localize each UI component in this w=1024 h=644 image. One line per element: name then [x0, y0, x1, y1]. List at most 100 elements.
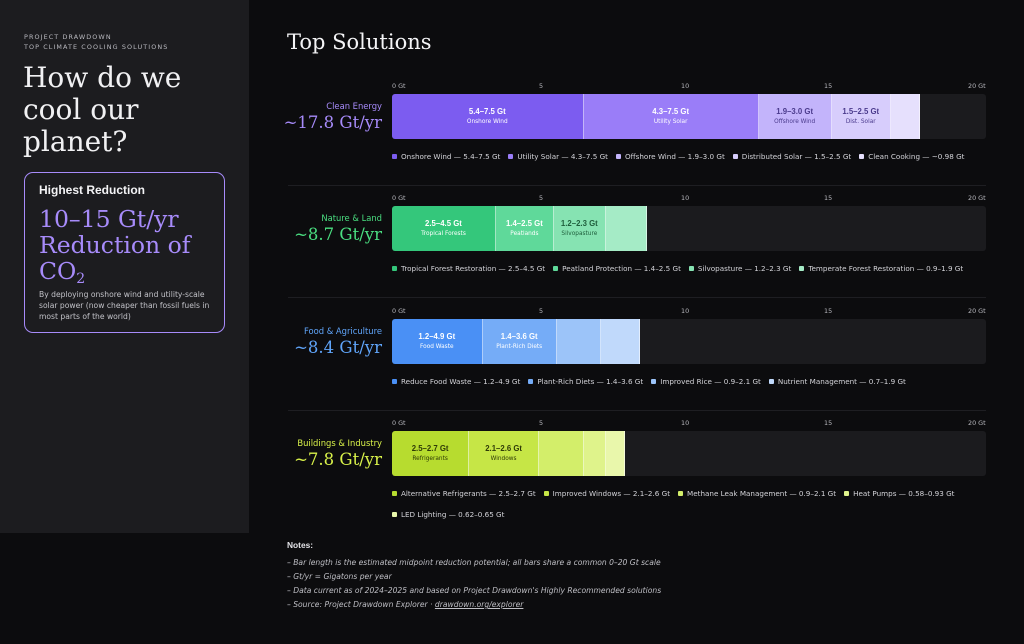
segment-range-label: 4.3–7.5 Gt — [652, 107, 690, 116]
tick-label: 0 Gt — [392, 307, 406, 315]
legend-item: Tropical Forest Restoration — 2.5–4.5 Gt — [392, 261, 545, 277]
tick-label: 0 Gt — [392, 419, 406, 427]
notes: Notes: – Bar length is the estimated mid… — [287, 540, 927, 612]
bar-segment[interactable]: 1.4–2.5 Gt Peatlands — [495, 206, 554, 251]
legend-label: Temperate Forest Restoration — 0.9–1.9 G… — [808, 264, 964, 273]
bar-segment[interactable]: 1.5–2.5 Gt Dist. Solar — [831, 94, 891, 139]
source-link[interactable]: drawdown.org/explorer — [434, 600, 524, 609]
card-highlight-line-2: Reduction of — [39, 231, 191, 259]
card-heading: Highest Reduction — [39, 183, 146, 197]
legend-item: Nutrient Management — 0.7–1.9 Gt — [768, 374, 906, 390]
legend-swatch — [392, 378, 397, 384]
legend: Reduce Food Waste — 1.2–4.9 Gt Plant-Rich… — [392, 369, 992, 390]
bar-segment[interactable]: 1.2–2.3 Gt Silvopasture — [553, 206, 606, 251]
legend-item: Temperate Forest Restoration — 0.9–1.9 G… — [799, 261, 963, 277]
category-total: ~7.8 Gt/yr — [294, 450, 382, 469]
legend-item: Reduce Food Waste — 1.2–4.9 Gt — [392, 374, 520, 390]
legend-label: Onshore Wind — 5.4–7.5 Gt — [401, 152, 501, 161]
category-section: Buildings & Industry ~7.8 Gt/yr 0 Gt 5 10 15 2… — [0, 419, 1024, 529]
segment-range-label: 5.4–7.5 Gt — [468, 107, 506, 116]
legend-item: Plant-Rich Diets — 1.4–3.6 Gt — [528, 374, 643, 390]
sidebar: PROJECT DRAWDOWN TOP CLIMATE COOLING SOL… — [0, 0, 249, 533]
legend-label: LED Lighting — 0.62–0.65 Gt — [401, 510, 505, 519]
bar-segment[interactable] — [890, 94, 921, 139]
legend-item: Alternative Refrigerants — 2.5–2.7 Gt — [392, 486, 536, 502]
legend-swatch — [678, 490, 684, 496]
bar-segment[interactable]: 4.3–7.5 Gt Utility Solar — [583, 94, 759, 139]
segment-name-label: Silvopasture — [561, 231, 598, 237]
category-name: Nature & Land — [321, 213, 382, 223]
bar-segment[interactable] — [601, 319, 640, 364]
segment-range-label: 2.5–2.7 Gt — [411, 444, 449, 453]
tick-label: 15 — [824, 82, 833, 90]
bar-segment[interactable] — [539, 431, 584, 476]
bar-segment[interactable] — [583, 431, 607, 476]
legend-swatch — [616, 153, 622, 159]
bar-segment[interactable]: 2.5–2.7 Gt Refrigerants — [392, 431, 470, 476]
headline-line-2: cool our — [23, 93, 139, 126]
bar-segment[interactable]: 2.1–2.6 Gt Windows — [469, 431, 539, 476]
legend-label: Methane Leak Management — 0.9–2.1 Gt — [687, 489, 837, 498]
bar-segment[interactable] — [605, 206, 648, 251]
segment-range-label: 1.4–3.6 Gt — [500, 332, 538, 341]
note-item: – Data current as of 2024–2025 and based… — [287, 586, 662, 595]
legend-swatch — [553, 265, 559, 271]
note-source: – Source: Project Drawdown Explorer · dr… — [287, 600, 524, 609]
section-divider — [288, 185, 986, 186]
category-section: Nature & Land ~8.7 Gt/yr 0 Gt 5 10 15 20 Gt 2.5… — [0, 194, 1024, 304]
axis-ticks: 0 Gt 5 10 15 20 Gt — [392, 82, 986, 92]
legend-label: Nutrient Management — 0.7–1.9 Gt — [777, 377, 906, 386]
bar-segment[interactable]: 5.4–7.5 Gt Onshore Wind — [392, 94, 584, 139]
card-description: By deploying onshore wind and utility-sc… — [39, 290, 210, 321]
eyebrow-line-2: TOP CLIMATE COOLING SOLUTIONS — [24, 43, 169, 51]
tick-label: 10 — [681, 307, 690, 315]
category-name: Clean Energy — [326, 101, 382, 111]
bar-segment[interactable]: 1.4–3.6 Gt Plant-Rich Diets — [482, 319, 557, 364]
tick-label: 10 — [681, 194, 690, 202]
legend-item: Heat Pumps — 0.58–0.93 Gt — [844, 486, 955, 502]
legend: Tropical Forest Restoration — 2.5–4.5 Gt… — [392, 256, 992, 277]
section-divider — [288, 297, 986, 298]
tick-label: 5 — [539, 307, 544, 315]
note-item: – Gt/yr = Gigatons per year — [287, 572, 392, 581]
tick-label: 15 — [824, 307, 833, 315]
legend-swatch — [543, 490, 549, 496]
legend-swatch — [508, 153, 514, 159]
axis-ticks: 0 Gt 5 10 15 20 Gt — [392, 307, 986, 317]
tick-label: 15 — [824, 419, 833, 427]
legend-swatch — [392, 153, 397, 159]
tick-label: 20 Gt — [968, 419, 986, 427]
segment-name-label: Offshore Wind — [774, 119, 816, 125]
bar-track: 2.5–4.5 Gt Tropical Forests 1.4–2.5 Gt Peat… — [392, 206, 986, 251]
legend-item: Onshore Wind — 5.4–7.5 Gt — [392, 149, 500, 165]
legend-item: Clean Cooking — ~0.98 Gt — [859, 149, 964, 165]
legend-label: Offshore Wind — 1.9–3.0 Gt — [625, 152, 725, 161]
segment-range-label: 2.1–2.6 Gt — [485, 444, 523, 453]
axis-ticks: 0 Gt 5 10 15 20 Gt — [392, 419, 986, 429]
legend-item: Methane Leak Management — 0.9–2.1 Gt — [678, 486, 836, 502]
legend-swatch — [392, 265, 397, 271]
legend-item: Offshore Wind — 1.9–3.0 Gt — [616, 149, 725, 165]
legend: Alternative Refrigerants — 2.5–2.7 Gt Imp… — [392, 481, 992, 523]
note-text-1: Bar length is the estimated midpoint red… — [293, 558, 661, 567]
co-subscript: 2 — [76, 271, 86, 287]
bar-segment[interactable]: 1.9–3.0 Gt Offshore Wind — [758, 94, 832, 139]
bar-segment[interactable]: 1.2–4.9 Gt Food Waste — [392, 319, 483, 364]
legend-label: Tropical Forest Restoration — 2.5–4.5 Gt — [401, 264, 546, 273]
segment-name-label: Dist. Solar — [845, 119, 876, 125]
legend-swatch — [768, 378, 774, 384]
category-section: Clean Energy ~17.8 Gt/yr 0 Gt 5 10 15 20 Gt 5.4… — [0, 82, 1024, 192]
tick-label: 15 — [824, 194, 833, 202]
legend-label: Alternative Refrigerants — 2.5–2.7 Gt — [401, 489, 536, 498]
legend-swatch — [392, 511, 397, 517]
bar-segment[interactable] — [606, 431, 626, 476]
segment-name-label: Windows — [490, 456, 517, 462]
notes-title: Notes: — [287, 540, 314, 550]
legend-label: Utility Solar — 4.3–7.5 Gt — [517, 152, 609, 161]
bar-segment[interactable]: 2.5–4.5 Gt Tropical Forests — [392, 206, 496, 251]
bar-track: 5.4–7.5 Gt Onshore Wind 4.3–7.5 Gt Utility … — [392, 94, 986, 139]
tick-label: 20 Gt — [968, 194, 986, 202]
co-text: CO — [39, 257, 77, 285]
bar-segment[interactable] — [556, 319, 602, 364]
tick-label: 0 Gt — [392, 82, 406, 90]
